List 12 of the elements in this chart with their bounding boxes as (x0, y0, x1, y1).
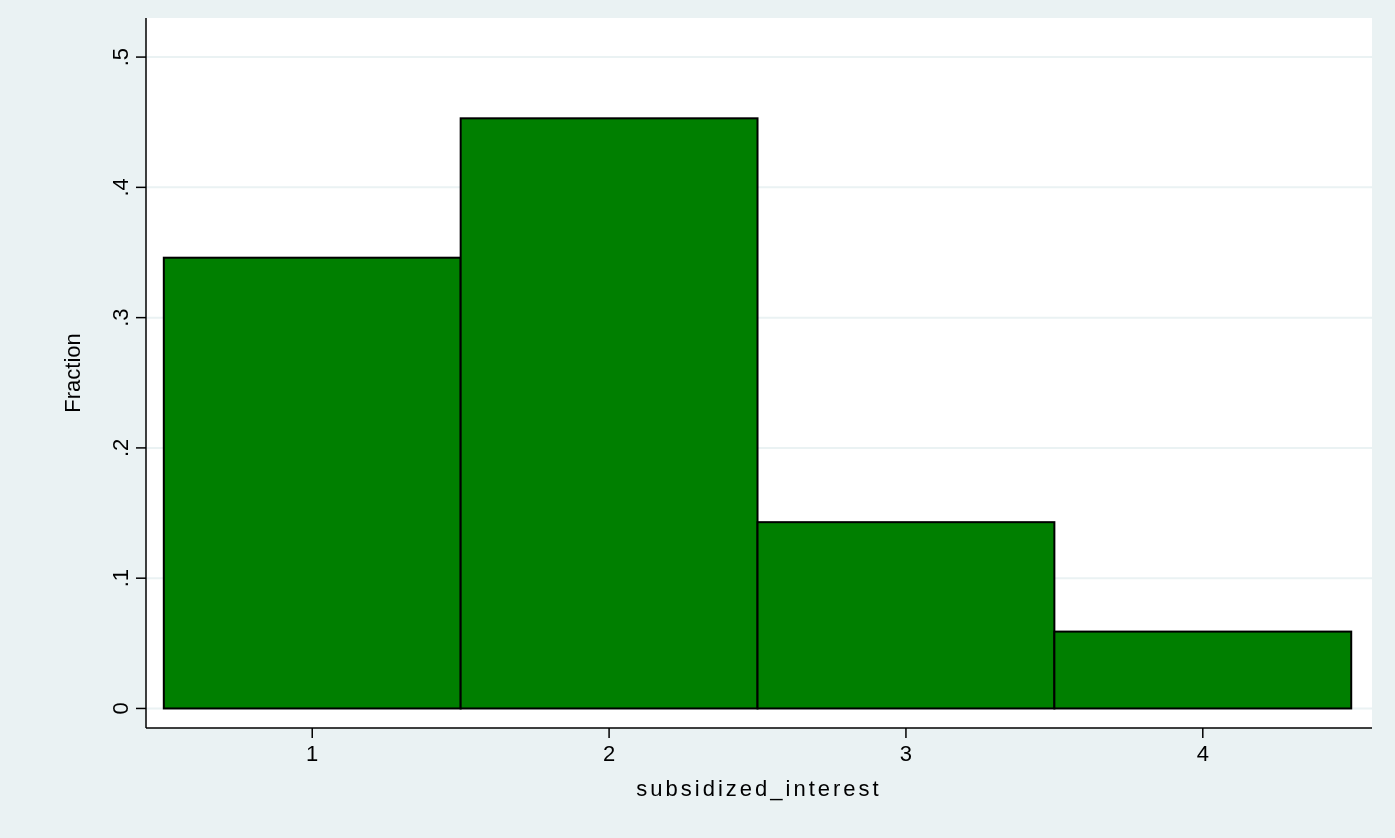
y-tick-label: .2 (108, 438, 133, 458)
x-tick-label: 4 (1196, 741, 1209, 766)
x-tick-label: 1 (306, 741, 319, 766)
x-tick-label: 3 (899, 741, 913, 766)
x-axis-title: subsidized_interest (636, 776, 882, 801)
y-tick-label: 0 (108, 702, 133, 715)
y-tick-label: .3 (108, 308, 133, 327)
y-tick-label: .5 (108, 47, 133, 67)
y-axis-title: Fraction (60, 333, 85, 413)
y-tick-label: .4 (108, 178, 133, 197)
x-tick-label: 2 (602, 741, 616, 766)
y-tick-label: .1 (108, 569, 133, 588)
